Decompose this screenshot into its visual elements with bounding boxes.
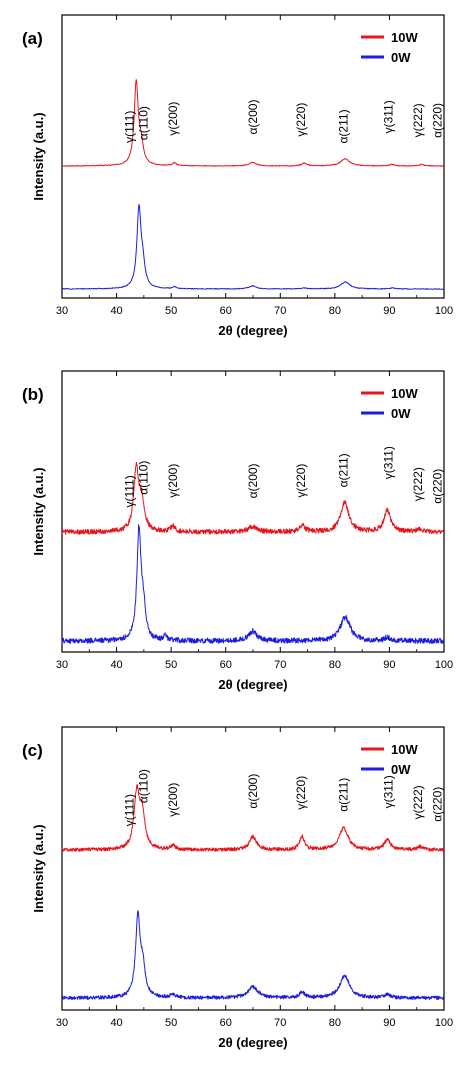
peak-annotation: γ(220) bbox=[294, 776, 308, 810]
peak-annotation: α(110) bbox=[136, 106, 150, 140]
peak-annotation: α(211) bbox=[337, 453, 351, 487]
peak-annotation: γ(200) bbox=[166, 102, 180, 136]
panel-label: (c) bbox=[22, 741, 43, 760]
peak-annotation: α(110) bbox=[136, 461, 150, 495]
plot-frame bbox=[61, 14, 445, 299]
x-axis-title: 2θ (degree) bbox=[218, 323, 287, 338]
legend-label-0W: 0W bbox=[391, 406, 411, 421]
x-tick-label: 30 bbox=[56, 659, 68, 671]
panel-b: 30 40 50 60 70 80 90 100 2θ (degree) Intensity (a… bbox=[22, 370, 453, 692]
x-tick-label: 30 bbox=[56, 1017, 68, 1029]
y-axis-title: Intensity (a.u.) bbox=[31, 824, 46, 912]
x-tick-label: 90 bbox=[383, 659, 395, 671]
x-tick-label: 100 bbox=[435, 1017, 453, 1029]
x-tick-label: 40 bbox=[110, 305, 122, 317]
series-line-10W bbox=[61, 784, 445, 852]
peak-annotation: γ(311) bbox=[381, 100, 395, 133]
x-tick-label: 40 bbox=[110, 659, 122, 671]
x-tick-label: 60 bbox=[220, 659, 232, 671]
peak-annotation: γ(111) bbox=[123, 794, 137, 826]
peak-annotation: α(200) bbox=[246, 774, 260, 809]
x-axis-title: 2θ (degree) bbox=[218, 677, 287, 692]
x-tick-label: 90 bbox=[383, 1017, 395, 1029]
x-tick-label: 80 bbox=[329, 305, 341, 317]
panel-label: (b) bbox=[22, 385, 44, 404]
peak-annotation: γ(222) bbox=[411, 467, 425, 501]
peak-annotation: γ(222) bbox=[411, 785, 425, 819]
peak-annotation: γ(311) bbox=[381, 446, 395, 479]
x-tick-label: 50 bbox=[165, 1017, 177, 1029]
series-line-0W bbox=[61, 204, 445, 290]
legend-label-10W: 10W bbox=[391, 30, 418, 45]
peak-annotation: γ(111) bbox=[123, 111, 137, 143]
peak-annotation: α(211) bbox=[337, 778, 351, 812]
x-tick-label: 60 bbox=[220, 1017, 232, 1029]
peak-annotation: γ(200) bbox=[166, 464, 180, 498]
legend-label-10W: 10W bbox=[391, 386, 418, 401]
peak-annotation: γ(222) bbox=[411, 103, 425, 137]
legend-label-0W: 0W bbox=[391, 50, 411, 65]
series-line-10W bbox=[61, 79, 445, 167]
x-tick-label: 70 bbox=[274, 1017, 286, 1029]
peak-annotation: α(220) bbox=[431, 103, 445, 138]
x-tick-label: 40 bbox=[110, 1017, 122, 1029]
peak-annotation: γ(311) bbox=[381, 775, 395, 808]
peak-annotation: γ(111) bbox=[123, 475, 137, 507]
x-tick-label: 100 bbox=[435, 659, 453, 671]
x-tick-label: 90 bbox=[383, 305, 395, 317]
y-axis-title: Intensity (a.u.) bbox=[31, 467, 46, 555]
plot-frame bbox=[61, 726, 445, 1011]
legend-label-0W: 0W bbox=[391, 762, 411, 777]
peak-annotation: γ(200) bbox=[166, 783, 180, 817]
peak-annotation: γ(220) bbox=[294, 464, 308, 498]
y-axis-title: Intensity (a.u.) bbox=[31, 112, 46, 200]
x-tick-label: 70 bbox=[274, 305, 286, 317]
peak-annotation: α(200) bbox=[246, 463, 260, 498]
peak-annotation: α(211) bbox=[337, 109, 351, 143]
peak-annotation: α(110) bbox=[136, 769, 150, 803]
series-line-0W bbox=[61, 910, 445, 1001]
peak-annotation: α(200) bbox=[246, 100, 260, 135]
x-tick-label: 30 bbox=[56, 305, 68, 317]
panel-c: 30 40 50 60 70 80 90 100 2θ (degree) Intensity (a… bbox=[22, 726, 453, 1050]
series-line-0W bbox=[61, 524, 445, 644]
x-tick-label: 50 bbox=[165, 305, 177, 317]
legend-label-10W: 10W bbox=[391, 742, 418, 757]
x-tick-label: 100 bbox=[435, 305, 453, 317]
x-tick-label: 70 bbox=[274, 659, 286, 671]
x-axis-title: 2θ (degree) bbox=[218, 1035, 287, 1050]
x-tick-label: 80 bbox=[329, 659, 341, 671]
panel-a: 30 40 50 60 70 80 90 100 2θ (degree) Intensity (a… bbox=[22, 14, 453, 338]
x-tick-label: 60 bbox=[220, 305, 232, 317]
peak-annotation: γ(220) bbox=[294, 103, 308, 137]
x-tick-label: 50 bbox=[165, 659, 177, 671]
x-tick-label: 80 bbox=[329, 1017, 341, 1029]
series-line-10W bbox=[61, 461, 444, 535]
panel-label: (a) bbox=[22, 29, 43, 48]
peak-annotation: α(220) bbox=[431, 787, 445, 822]
peak-annotation: α(220) bbox=[431, 469, 445, 504]
